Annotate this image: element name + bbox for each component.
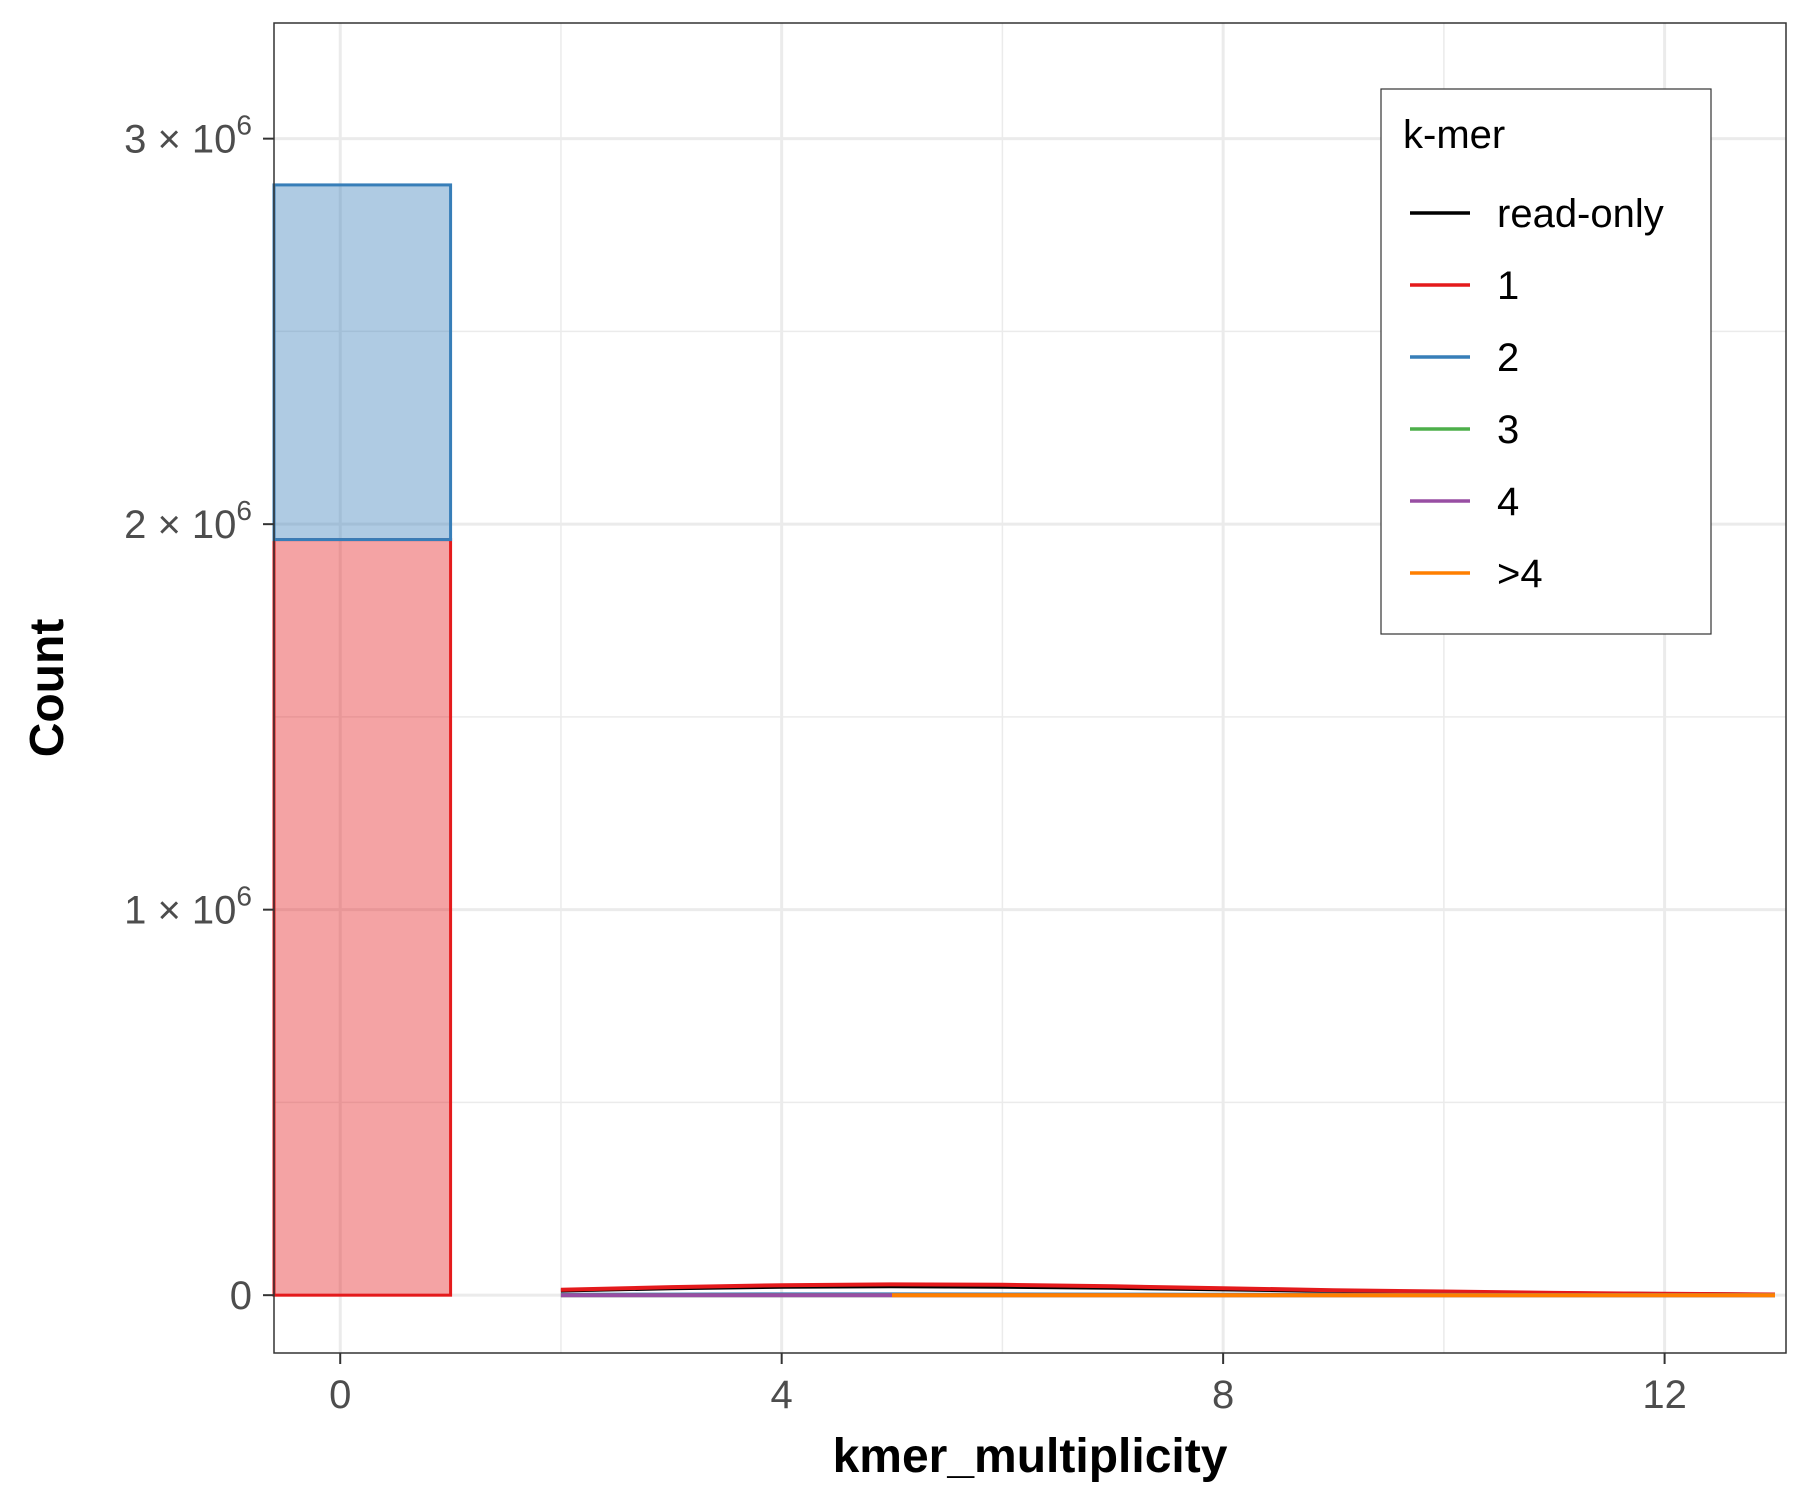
bar-segment-2 [272,183,453,542]
x-tick-label: 4 [771,1373,793,1417]
x-tick-label: 0 [329,1373,351,1417]
series-lines [560,1282,1776,1298]
legend-label: read-only [1497,192,1664,236]
y-tick-label: 0 [230,1274,252,1318]
y-tick-label: 3 × 106 [124,110,252,162]
axis-ticks [263,137,1666,1364]
x-tick-label: 12 [1642,1373,1687,1417]
legend: k-mer read-only 1 2 3 4 >4 [1380,88,1712,635]
bars [272,183,453,1297]
legend-label: 1 [1497,264,1519,308]
y-tick-labels: 0 1 × 106 2 × 106 3 × 106 [124,110,252,1319]
y-tick-label: 1 × 106 [124,881,252,933]
legend-box [1380,88,1712,635]
legend-label: 3 [1497,408,1519,452]
legend-label: >4 [1497,552,1543,596]
x-axis-title: kmer_multiplicity [833,1430,1228,1483]
plot-border [273,22,1787,1354]
legend-title: k-mer [1403,113,1505,157]
bar-segment-1 [272,538,453,1297]
legend-label: 4 [1497,480,1519,524]
legend-label: 2 [1497,336,1519,380]
y-tick-label: 2 × 106 [124,495,252,547]
y-axis-title: Count [21,619,74,758]
x-tick-labels: 0 4 8 12 [329,1373,1687,1417]
x-tick-label: 8 [1212,1373,1234,1417]
legend-items: read-only 1 2 3 4 >4 [1410,192,1664,596]
